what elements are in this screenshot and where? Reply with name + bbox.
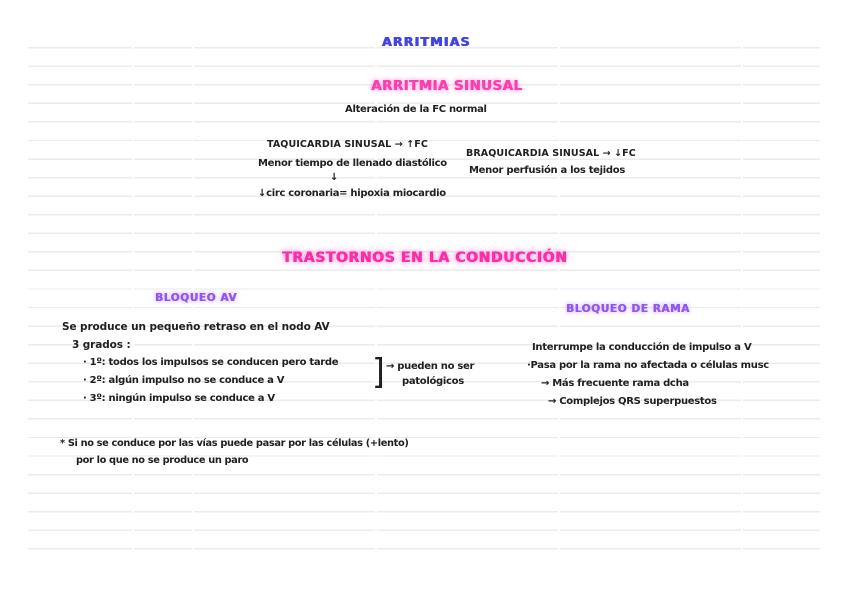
bloqueo-rama-line2: ·Pasa por la rama no afectada o células … <box>527 360 769 371</box>
down-arrow-icon: ↓ <box>330 172 339 183</box>
grouping-bracket: ] <box>372 351 385 392</box>
bloqueo-rama-line3: → Más frecuente rama dcha <box>541 378 689 389</box>
page-title: ARRITMIAS <box>382 34 471 49</box>
sinusal-subtitle: Alteración de la FC normal <box>345 104 487 115</box>
bloqueo-rama-line4: → Complejos QRS superpuestos <box>548 396 717 407</box>
bradicardia-line1: BRAQUICARDIA SINUSAL → ↓FC <box>466 148 636 159</box>
section-heading-trastornos-conduccion: TRASTORNOS EN LA CONDUCCIÓN <box>282 250 568 266</box>
taquicardia-line2: Menor tiempo de llenado diastólico <box>258 158 447 169</box>
bloqueo-av-grado3: · 3º: ningún impulso se conduce a V <box>83 393 275 404</box>
bracket-note-line1: → pueden no ser <box>386 361 475 372</box>
bloqueo-av-nota-line1: * Si no se conduce por las vías puede pa… <box>60 438 409 449</box>
ruled-lines <box>28 47 820 551</box>
bloqueo-av-intro: Se produce un pequeño retraso en el nodo… <box>62 321 330 333</box>
bloqueo-av-nota-line2: por lo que no se produce un paro <box>76 455 249 466</box>
bloqueo-av-grado1: · 1º: todos los impulsos se conducen per… <box>83 357 339 368</box>
bloqueo-av-grado2: · 2º: algún impulso no se conduce a V <box>83 375 285 386</box>
bracket-note-line2: patológicos <box>402 376 464 387</box>
bradicardia-line2: Menor perfusión a los tejidos <box>469 165 625 176</box>
taquicardia-line1: TAQUICARDIA SINUSAL → ↑FC <box>267 139 428 150</box>
subheading-bloqueo-de-rama: BLOQUEO DE RAMA <box>566 303 690 315</box>
section-heading-arritmia-sinusal: ARRITMIA SINUSAL <box>371 78 523 94</box>
subheading-bloqueo-av: BLOQUEO AV <box>155 292 237 304</box>
bloqueo-av-grados-label: 3 grados : <box>72 339 131 351</box>
taquicardia-line3: ↓circ coronaria= hipoxia miocardio <box>258 188 446 199</box>
bloqueo-rama-line1: Interrumpe la conducción de impulso a V <box>532 342 752 353</box>
